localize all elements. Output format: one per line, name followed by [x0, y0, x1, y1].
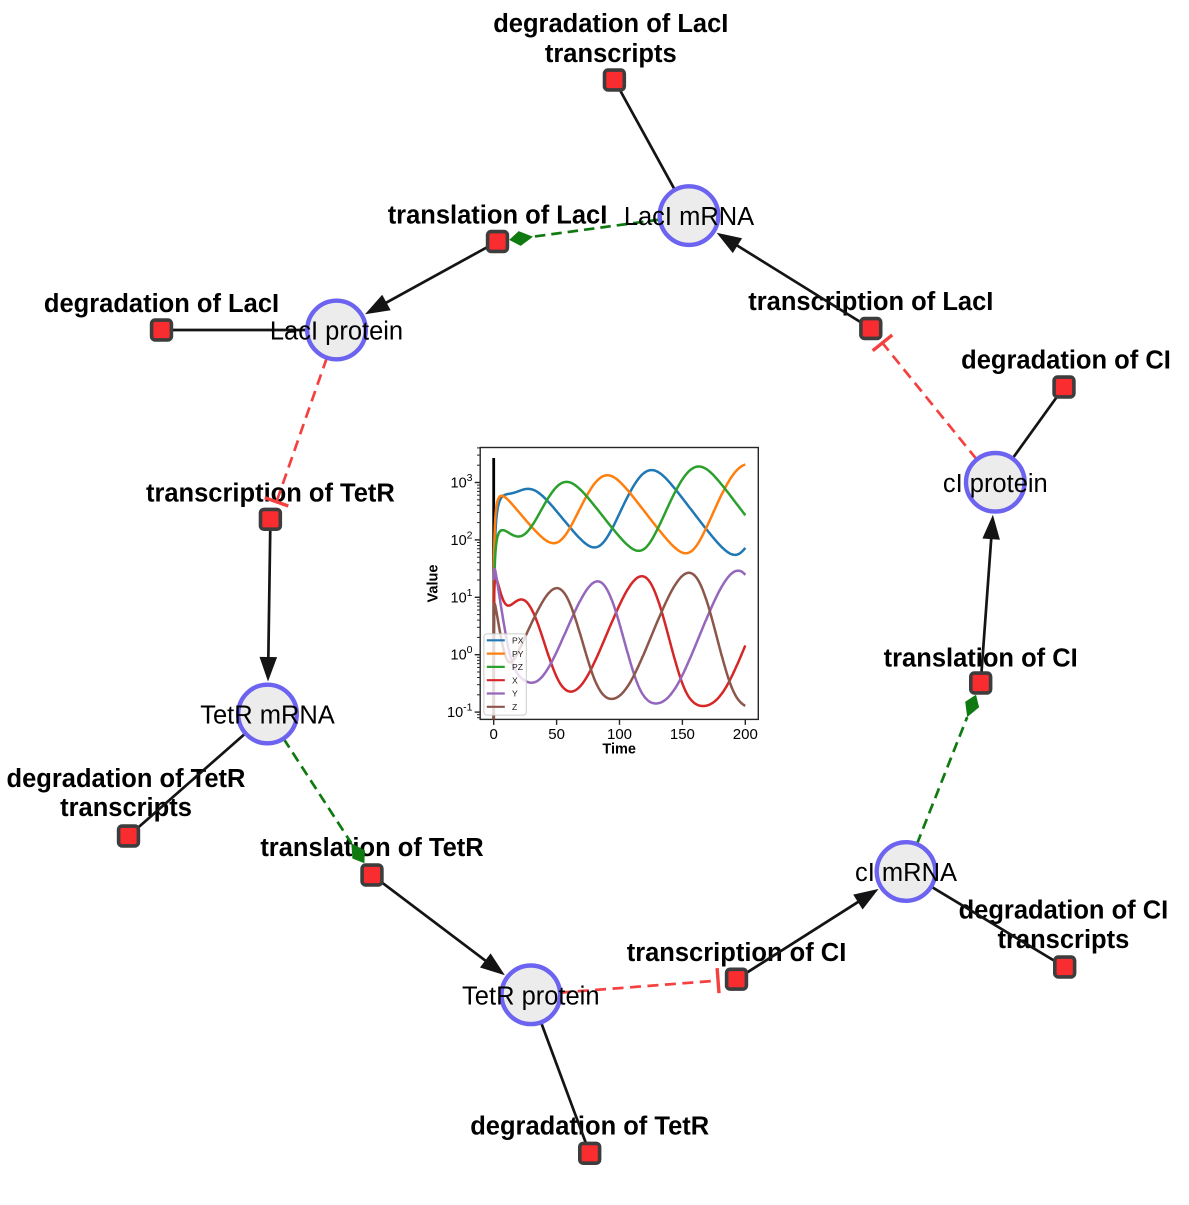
svg-text:cI protein: cI protein	[943, 470, 1048, 498]
svg-text:degradation of TetR: degradation of TetR	[7, 765, 246, 793]
svg-text:LacI protein: LacI protein	[270, 318, 403, 346]
svg-text:0: 0	[490, 726, 498, 743]
svg-text:degradation of LacI: degradation of LacI	[493, 10, 728, 38]
svg-text:degradation of CI: degradation of CI	[959, 897, 1169, 925]
svg-text:X: X	[512, 675, 518, 685]
svg-text:transcription of CI: transcription of CI	[627, 939, 847, 967]
svg-text:PX: PX	[512, 636, 524, 646]
svg-text:translation of TetR: translation of TetR	[260, 834, 483, 862]
svg-text:TetR mRNA: TetR mRNA	[200, 702, 335, 730]
svg-text:TetR protein: TetR protein	[462, 982, 600, 1010]
svg-text:PY: PY	[512, 649, 524, 659]
svg-text:Y: Y	[512, 689, 518, 699]
svg-text:Z: Z	[512, 702, 517, 712]
svg-text:degradation of CI: degradation of CI	[961, 347, 1171, 375]
svg-text:cI mRNA: cI mRNA	[855, 859, 957, 887]
svg-text:Time: Time	[602, 742, 636, 758]
svg-text:200: 200	[733, 726, 758, 743]
svg-text:translation of LacI: translation of LacI	[388, 202, 608, 230]
svg-text:50: 50	[548, 726, 565, 743]
svg-text:transcription of TetR: transcription of TetR	[146, 480, 395, 508]
svg-text:degradation of LacI: degradation of LacI	[44, 290, 279, 318]
svg-text:Value: Value	[426, 565, 442, 603]
svg-text:degradation of TetR: degradation of TetR	[470, 1113, 709, 1141]
svg-text:PZ: PZ	[512, 662, 523, 672]
svg-text:transcripts: transcripts	[545, 40, 677, 68]
svg-text:100: 100	[607, 726, 632, 743]
svg-text:LacI mRNA: LacI mRNA	[624, 203, 754, 231]
svg-text:150: 150	[670, 726, 695, 743]
svg-text:transcription of LacI: transcription of LacI	[748, 288, 993, 316]
